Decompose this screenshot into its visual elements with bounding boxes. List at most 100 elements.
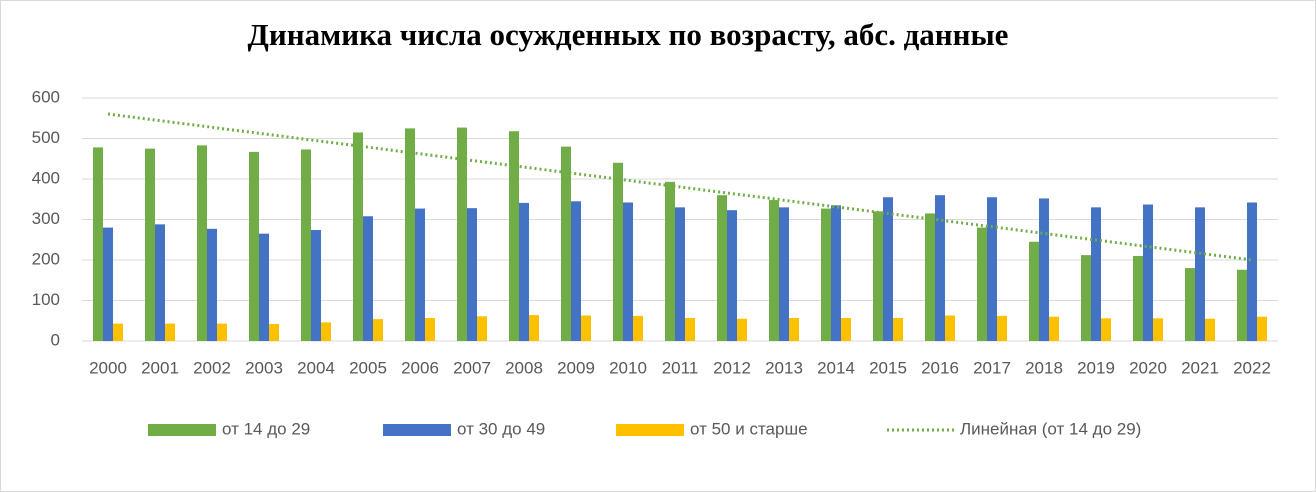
bar xyxy=(113,323,123,341)
bar xyxy=(821,208,831,341)
x-tick-label: 2002 xyxy=(193,358,231,377)
bar xyxy=(477,316,487,341)
x-tick-label: 2004 xyxy=(297,358,335,377)
bar xyxy=(1257,316,1267,341)
bar xyxy=(321,322,331,341)
bar xyxy=(457,127,467,341)
bar xyxy=(945,315,955,341)
x-tick-label: 2007 xyxy=(453,358,491,377)
y-tick-label: 500 xyxy=(32,128,60,147)
x-tick-label: 2009 xyxy=(557,358,595,377)
legend-swatch xyxy=(383,424,451,436)
bar xyxy=(717,195,727,341)
bar xyxy=(103,227,113,341)
y-tick-label: 0 xyxy=(51,330,60,349)
bar xyxy=(353,132,363,341)
x-tick-label: 2014 xyxy=(817,358,855,377)
bar xyxy=(1101,318,1111,341)
x-tick-label: 2020 xyxy=(1129,358,1167,377)
legend-label: от 14 до 29 xyxy=(222,419,310,438)
x-tick-label: 2018 xyxy=(1025,358,1063,377)
bar xyxy=(831,205,841,341)
bar xyxy=(1237,269,1247,341)
x-tick-label: 2016 xyxy=(921,358,959,377)
bar xyxy=(467,208,477,341)
bar xyxy=(301,149,311,341)
bar xyxy=(769,200,779,341)
bar xyxy=(1029,241,1039,341)
bar xyxy=(633,315,643,341)
bar xyxy=(509,131,519,341)
bar xyxy=(145,148,155,341)
x-tick-label: 2000 xyxy=(89,358,127,377)
bar xyxy=(165,323,175,341)
bar xyxy=(977,227,987,341)
x-tick-label: 2013 xyxy=(765,358,803,377)
bar xyxy=(1143,204,1153,341)
bar xyxy=(1091,207,1101,341)
bar xyxy=(1049,316,1059,341)
x-tick-label: 2006 xyxy=(401,358,439,377)
x-tick-label: 2021 xyxy=(1181,358,1219,377)
bar xyxy=(675,207,685,341)
bar xyxy=(1247,202,1257,341)
bar xyxy=(935,195,945,341)
bar xyxy=(789,317,799,341)
bar xyxy=(1039,198,1049,341)
bar xyxy=(373,319,383,341)
legend-swatch xyxy=(616,424,684,436)
bar xyxy=(155,224,165,341)
x-tick-label: 2017 xyxy=(973,358,1011,377)
y-tick-label: 200 xyxy=(32,249,60,268)
x-tick-label: 2015 xyxy=(869,358,907,377)
bar xyxy=(1081,255,1091,341)
x-tick-label: 2011 xyxy=(662,358,699,377)
bar xyxy=(997,315,1007,341)
bar xyxy=(1195,207,1205,341)
bar xyxy=(197,145,207,341)
bar xyxy=(1185,268,1195,341)
x-tick-label: 2010 xyxy=(609,358,647,377)
y-tick-label: 400 xyxy=(32,168,60,187)
bar xyxy=(415,208,425,341)
bar xyxy=(519,202,529,341)
legend-swatch xyxy=(148,424,216,436)
x-tick-label: 2003 xyxy=(245,358,283,377)
x-tick-label: 2019 xyxy=(1077,358,1115,377)
y-tick-label: 300 xyxy=(32,209,60,228)
bar xyxy=(613,162,623,341)
bar xyxy=(841,317,851,341)
y-tick-label: 600 xyxy=(32,87,60,106)
bar xyxy=(363,216,373,341)
bar xyxy=(217,323,227,341)
bar xyxy=(685,317,695,341)
bar xyxy=(727,210,737,341)
bar xyxy=(425,317,435,341)
bar xyxy=(311,230,321,341)
bar xyxy=(561,146,571,341)
bar xyxy=(779,207,789,341)
bar xyxy=(249,151,259,341)
x-tick-label: 2008 xyxy=(505,358,543,377)
y-tick-label: 100 xyxy=(32,290,60,309)
bar xyxy=(623,202,633,341)
bar xyxy=(207,228,217,341)
x-tick-label: 2005 xyxy=(349,358,387,377)
bar xyxy=(893,317,903,341)
bar xyxy=(1205,318,1215,341)
bar xyxy=(259,233,269,341)
bar xyxy=(737,318,747,341)
legend-label: от 50 и старше xyxy=(690,419,808,438)
bar xyxy=(529,315,539,341)
bar xyxy=(93,147,103,341)
legend-label: Линейная (от 14 до 29) xyxy=(960,419,1141,438)
bar xyxy=(581,315,591,341)
chart-title: Динамика числа осужденных по возрасту, а… xyxy=(248,17,1009,52)
bar xyxy=(873,211,883,341)
bar xyxy=(571,201,581,341)
bar xyxy=(987,197,997,341)
x-tick-label: 2001 xyxy=(141,358,179,377)
bar xyxy=(1133,255,1143,341)
